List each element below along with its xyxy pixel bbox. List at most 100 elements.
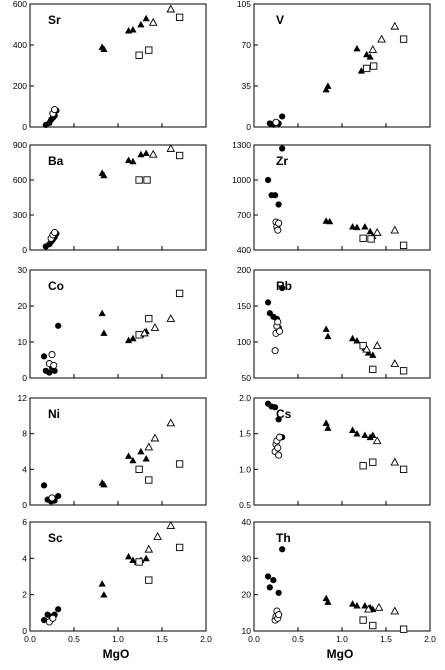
data-point-filled-triangle — [369, 431, 377, 438]
data-point-filled-circle — [266, 584, 273, 591]
x-tick-label: 1.5 — [380, 634, 392, 644]
data-point-open-triangle — [166, 4, 176, 13]
data-point-open-triangle — [390, 606, 400, 615]
data-point-filled-triangle — [361, 223, 369, 230]
data-point-filled-triangle — [322, 419, 330, 426]
data-point-open-square — [399, 367, 408, 375]
y-tick-label: 900 — [13, 140, 27, 150]
y-tick-label: 1000 — [232, 175, 251, 185]
data-point-filled-triangle — [348, 223, 357, 230]
data-point-open-square — [362, 64, 371, 73]
data-point-filled-circle — [279, 145, 286, 152]
panel-zr: 400 700 1000 1300 Zr — [232, 140, 431, 255]
panel-title: Zr — [276, 154, 288, 168]
y-tick-label: 0 — [246, 122, 251, 132]
x-axis-label: MgO — [103, 647, 130, 661]
y-tick-label: 600 — [13, 0, 27, 9]
data-point-open-square — [175, 543, 184, 552]
y-tick-label: 0 — [22, 122, 27, 132]
panel-th: 10 20 30 40 0.0 0.5 1.0 1.5 2.0 Th MgO — [242, 517, 437, 661]
data-point-open-triangle — [364, 604, 373, 613]
data-point-open-triangle — [390, 21, 400, 30]
x-tick-label: 0.5 — [292, 634, 304, 644]
data-point-filled-triangle — [124, 336, 133, 344]
data-point-open-square — [370, 62, 378, 70]
panel-title: Th — [276, 531, 291, 545]
y-tick-label: 700 — [237, 210, 251, 220]
x-tick-label: 2.0 — [424, 634, 436, 644]
data-point-filled-circle — [275, 589, 282, 596]
data-point-open-triangle — [144, 544, 154, 553]
data-point-filled-triangle — [361, 601, 369, 609]
y-tick-label: 12 — [18, 393, 28, 403]
y-tick-label: 20 — [242, 590, 252, 600]
x-tick-label: 1.0 — [336, 634, 348, 644]
data-point-open-triangle — [148, 149, 158, 158]
data-point-open-triangle — [148, 17, 158, 26]
data-point-open-triangle — [166, 143, 176, 152]
x-tick-label: 1.0 — [112, 634, 124, 644]
data-point-open-triangle — [374, 602, 384, 611]
y-tick-label: 0 — [22, 626, 27, 636]
data-point-filled-triangle — [142, 554, 150, 562]
data-point-filled-triangle — [98, 580, 106, 587]
data-point-filled-circle — [279, 113, 286, 120]
y-tick-label: 8 — [22, 429, 27, 439]
y-tick-label: 300 — [13, 210, 27, 220]
data-point-open-square — [145, 476, 153, 484]
y-tick-label: 1.0 — [239, 464, 251, 474]
data-point-filled-circle — [275, 201, 282, 208]
y-tick-label: 10 — [18, 337, 28, 347]
data-point-filled-triangle — [324, 82, 332, 89]
data-point-open-triangle — [390, 457, 400, 466]
data-point-filled-circle — [264, 573, 272, 580]
data-point-open-square — [175, 13, 184, 21]
data-point-filled-triangle — [129, 334, 137, 342]
data-point-open-triangle — [144, 442, 154, 451]
data-point-filled-triangle — [353, 44, 361, 52]
data-point-filled-circle — [40, 353, 48, 360]
data-point-open-square — [399, 465, 408, 473]
data-point-open-square — [369, 458, 377, 466]
data-point-filled-triangle — [353, 430, 361, 437]
y-tick-label: 200 — [13, 81, 27, 91]
data-point-filled-triangle — [142, 14, 150, 22]
data-point-open-square — [135, 558, 143, 566]
data-point-open-square — [399, 625, 408, 633]
x-tick-label: 0.0 — [24, 634, 36, 644]
data-point-filled-triangle — [324, 424, 332, 431]
data-point-open-square — [143, 176, 151, 184]
data-point-filled-circle — [264, 176, 272, 184]
data-point-filled-triangle — [142, 455, 150, 462]
data-point-open-square — [359, 234, 367, 242]
panel-sr: 0 200 400 600 Sr — [13, 0, 207, 132]
data-point-open-triangle — [362, 344, 372, 353]
data-point-filled-triangle — [137, 150, 145, 158]
panel-title: Ba — [48, 154, 64, 168]
x-tick-label: 2.0 — [200, 634, 212, 644]
data-point-filled-triangle — [326, 217, 334, 225]
data-point-open-triangle — [140, 328, 149, 337]
data-point-filled-triangle — [137, 20, 145, 28]
y-tick-label: 40 — [242, 517, 252, 527]
data-point-open-circle — [48, 351, 56, 359]
data-point-open-square — [135, 51, 143, 59]
y-tick-label: 0 — [22, 500, 27, 510]
panel-sc: 0 2 4 6 0.0 0.5 1.0 1.5 2.0 Sc MgO — [22, 517, 212, 661]
data-point-open-triangle — [150, 323, 160, 331]
panel-ni: 0 4 8 12 Ni — [18, 393, 207, 510]
data-point-open-square — [359, 462, 367, 470]
data-point-open-circle — [49, 614, 57, 622]
data-point-open-square — [399, 35, 408, 43]
panel-title: Sr — [48, 13, 61, 27]
data-point-filled-triangle — [324, 332, 332, 340]
y-tick-label: 400 — [237, 245, 251, 255]
panel-co: 0 10 20 30 Co — [18, 265, 207, 383]
y-tick-label: 0 — [22, 373, 27, 383]
data-point-filled-triangle — [348, 600, 357, 607]
y-tick-label: 0.5 — [239, 500, 251, 510]
panel-ba: 0 300 600 900 Ba — [13, 140, 207, 255]
data-point-filled-triangle — [129, 157, 137, 165]
data-point-filled-circle — [40, 617, 48, 624]
data-point-filled-circle — [55, 322, 62, 329]
